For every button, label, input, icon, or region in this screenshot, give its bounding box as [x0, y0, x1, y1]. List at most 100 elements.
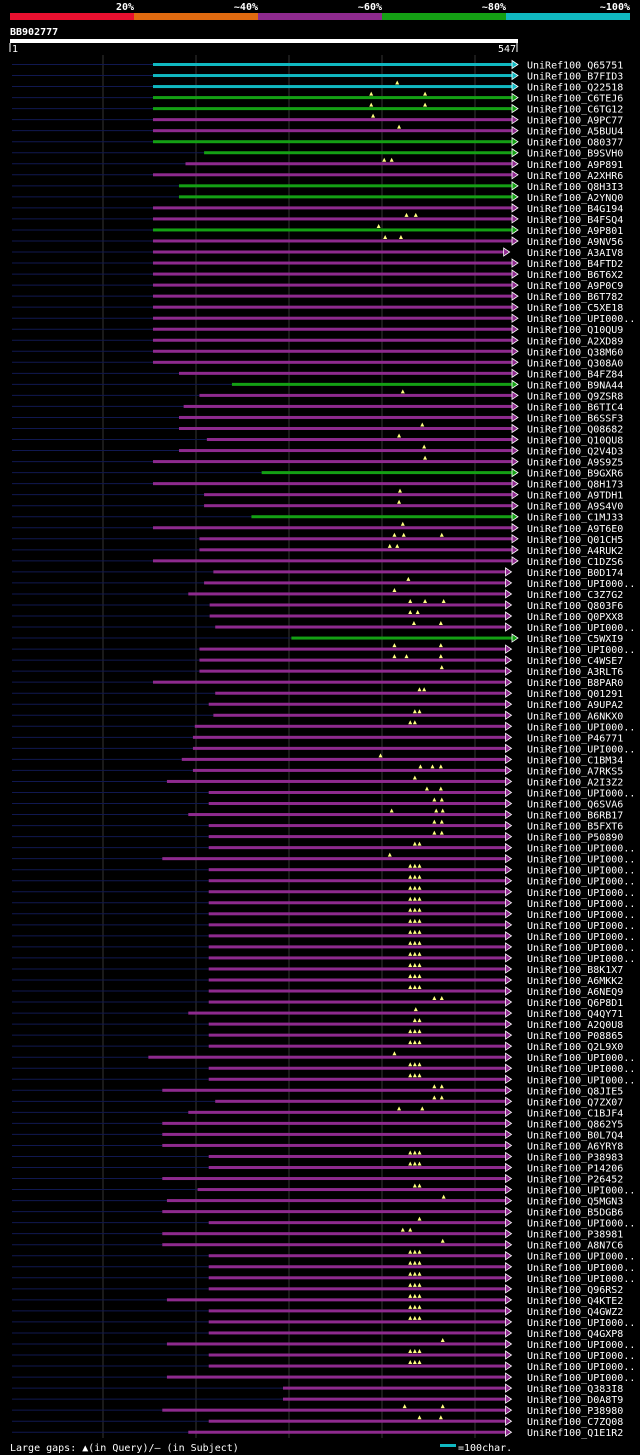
hit-label[interactable]: UniRef100_Q8JIE5 [527, 1086, 623, 1097]
hit-label[interactable]: UniRef100_UPI000.. [527, 866, 635, 877]
hit-row[interactable]: UniRef100_A9T6E0 [12, 521, 623, 535]
alignment-bar[interactable] [208, 945, 507, 949]
hit-label[interactable]: UniRef100_B8K1X7 [527, 965, 623, 976]
alignment-bar[interactable] [188, 1430, 507, 1434]
hit-row[interactable]: UniRef100_Q1E1R2 [12, 1427, 623, 1439]
hit-label[interactable]: UniRef100_A9S4V0 [527, 502, 623, 513]
hit-label[interactable]: UniRef100_B6T6X2 [527, 270, 623, 281]
alignment-bar[interactable] [208, 846, 507, 850]
alignment-bar[interactable] [208, 978, 507, 982]
hit-row[interactable]: UniRef100_UPI000.. [12, 786, 635, 799]
hit-label[interactable]: UniRef100_Q9ZSR8 [527, 391, 623, 402]
hit-row[interactable]: UniRef100_UPI000.. [12, 1216, 635, 1230]
alignment-bar[interactable] [166, 1199, 507, 1203]
hit-label[interactable]: UniRef100_A3RLT6 [527, 667, 623, 678]
hit-row[interactable]: UniRef100_O80377 [12, 136, 623, 149]
hit-row[interactable]: UniRef100_A4RUK2 [12, 543, 623, 557]
hit-label[interactable]: UniRef100_B9GXR6 [527, 469, 623, 480]
alignment-bar[interactable] [215, 1099, 507, 1103]
alignment-bar[interactable] [208, 702, 507, 706]
hit-row[interactable]: UniRef100_Q6P8D1 [12, 996, 623, 1009]
hit-row[interactable]: UniRef100_A2Q0U8 [12, 1018, 623, 1031]
hit-label[interactable]: UniRef100_A6NKX0 [527, 711, 623, 722]
hit-label[interactable]: UniRef100_A9PC77 [527, 116, 623, 127]
hit-label[interactable]: UniRef100_A9T6E0 [527, 524, 623, 535]
alignment-bar[interactable] [153, 460, 513, 464]
hit-row[interactable]: UniRef100_Q4GXP8 [12, 1328, 623, 1340]
hit-label[interactable]: UniRef100_UPI000.. [527, 844, 635, 855]
alignment-bar[interactable] [283, 1386, 507, 1390]
alignment-bar[interactable] [251, 515, 513, 519]
hit-label[interactable]: UniRef100_A2Q0U8 [527, 1020, 623, 1031]
hit-label[interactable]: UniRef100_B0L7Q4 [527, 1130, 623, 1141]
hit-row[interactable]: UniRef100_A9P801 [12, 223, 623, 237]
alignment-bar[interactable] [208, 934, 507, 938]
hit-label[interactable]: UniRef100_Q2V4D3 [527, 447, 623, 458]
hit-row[interactable]: UniRef100_UPI000.. [12, 313, 635, 325]
hit-row[interactable]: UniRef100_Q862Y5 [12, 1118, 623, 1130]
alignment-bar[interactable] [166, 1375, 507, 1379]
hit-row[interactable]: UniRef100_UPI000.. [12, 863, 635, 877]
hit-label[interactable]: UniRef100_Q6SVA6 [527, 800, 623, 811]
alignment-bar[interactable] [153, 261, 513, 265]
hit-label[interactable]: UniRef100_P38981 [527, 1230, 623, 1241]
alignment-bar[interactable] [153, 559, 513, 563]
hit-row[interactable]: UniRef100_B4FSQ4 [12, 212, 623, 226]
hit-row[interactable]: UniRef100_A9S4V0 [12, 499, 623, 513]
alignment-bar[interactable] [208, 1287, 507, 1291]
hit-label[interactable]: UniRef100_B7FID3 [527, 72, 623, 83]
hit-label[interactable]: UniRef100_P46771 [527, 733, 623, 744]
alignment-bar[interactable] [188, 813, 507, 817]
alignment-bar[interactable] [208, 868, 507, 872]
hit-row[interactable]: UniRef100_Q8H3I3 [12, 181, 623, 193]
hit-row[interactable]: UniRef100_C3Z7G2 [12, 587, 623, 601]
hit-row[interactable]: UniRef100_UPI000.. [12, 1073, 635, 1086]
hit-label[interactable]: UniRef100_A9UPA2 [527, 700, 623, 711]
alignment-bar[interactable] [162, 857, 507, 861]
hit-row[interactable]: UniRef100_UPI000.. [12, 918, 635, 932]
alignment-bar[interactable] [153, 107, 513, 111]
hit-label[interactable]: UniRef100_UPI000.. [527, 921, 635, 932]
hit-row[interactable]: UniRef100_A9PC77 [12, 113, 623, 127]
hit-row[interactable]: UniRef100_Q96RS2 [12, 1282, 623, 1296]
alignment-bar[interactable] [162, 1088, 507, 1092]
hit-label[interactable]: UniRef100_Q01CH5 [527, 535, 623, 546]
hit-label[interactable]: UniRef100_UPI000.. [527, 1252, 635, 1263]
hit-row[interactable]: UniRef100_UPI000.. [12, 1349, 635, 1362]
hit-label[interactable]: UniRef100_A2XD89 [527, 336, 623, 347]
hit-label[interactable]: UniRef100_B5FXT6 [527, 822, 623, 833]
hit-label[interactable]: UniRef100_A6MKK2 [527, 976, 623, 987]
hit-label[interactable]: UniRef100_Q7ZX07 [527, 1097, 623, 1108]
hit-label[interactable]: UniRef100_UPI000.. [527, 623, 635, 634]
alignment-bar[interactable] [208, 1353, 507, 1357]
hit-row[interactable]: UniRef100_B9SVH0 [12, 147, 623, 160]
hit-label[interactable]: UniRef100_Q38M60 [527, 347, 623, 358]
alignment-bar[interactable] [213, 570, 507, 574]
hit-label[interactable]: UniRef100_Q383I8 [527, 1384, 623, 1395]
hit-label[interactable]: UniRef100_A2YNQ0 [527, 193, 623, 204]
alignment-bar[interactable] [283, 1397, 507, 1401]
hit-row[interactable]: UniRef100_UPI000.. [12, 743, 635, 755]
alignment-bar[interactable] [215, 625, 507, 629]
hit-label[interactable]: UniRef100_UPI000.. [527, 1274, 635, 1285]
hit-row[interactable]: UniRef100_Q38M60 [12, 346, 623, 358]
hit-row[interactable]: UniRef100_UPI000.. [12, 621, 635, 634]
hit-row[interactable]: UniRef100_C6TEJ6 [12, 91, 623, 105]
alignment-bar[interactable] [183, 404, 513, 408]
alignment-bar[interactable] [208, 956, 507, 960]
hit-row[interactable]: UniRef100_Q6SVA6 [12, 797, 623, 811]
hit-row[interactable]: UniRef100_Q383I8 [12, 1383, 623, 1395]
alignment-bar[interactable] [188, 592, 507, 596]
hit-label[interactable]: UniRef100_UPI000.. [527, 877, 635, 888]
hit-row[interactable]: UniRef100_B0L7Q4 [12, 1129, 623, 1141]
hit-row[interactable]: UniRef100_UPI000.. [12, 885, 635, 899]
alignment-bar[interactable] [153, 360, 513, 364]
alignment-bar[interactable] [208, 1331, 507, 1335]
alignment-bar[interactable] [199, 669, 507, 673]
alignment-bar[interactable] [204, 581, 507, 585]
alignment-bar[interactable] [179, 184, 513, 188]
hit-label[interactable]: UniRef100_C1MJ33 [527, 513, 623, 524]
hit-row[interactable]: UniRef100_A3RLT6 [12, 665, 623, 678]
alignment-bar[interactable] [199, 393, 513, 397]
hit-row[interactable]: UniRef100_C5WXI9 [12, 633, 623, 645]
